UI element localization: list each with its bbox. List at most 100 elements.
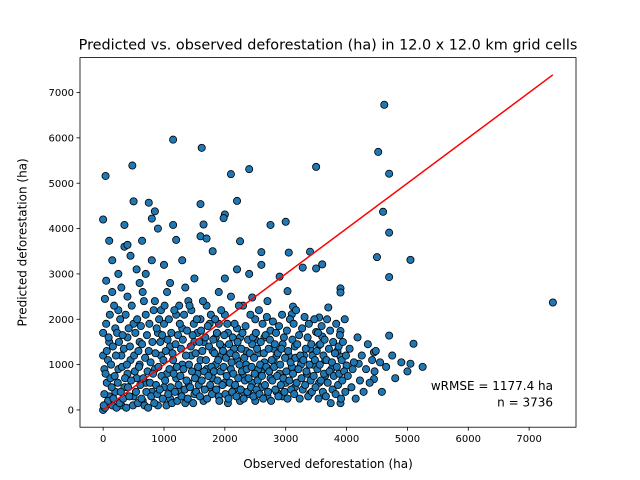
scatter-point — [124, 324, 133, 333]
y-axis-label: Predicted deforestation (ha) — [16, 158, 30, 326]
x-tick-label: 7000 — [516, 434, 541, 445]
scatter-point — [138, 236, 147, 245]
scatter-point — [353, 333, 362, 342]
scatter-point — [181, 351, 190, 360]
scatter-point — [215, 340, 224, 349]
scatter-point — [236, 237, 245, 246]
scatter-point — [370, 367, 379, 376]
scatter-point — [320, 335, 329, 344]
scatter-point — [294, 365, 303, 374]
scatter-point — [264, 344, 273, 353]
scatter-point — [289, 319, 298, 328]
scatter-point — [379, 207, 388, 216]
scatter-point — [310, 315, 319, 324]
scatter-point — [113, 378, 122, 387]
scatter-point — [289, 369, 298, 378]
scatter-point — [141, 353, 150, 362]
scatter-point — [197, 326, 206, 335]
scatter-point — [326, 326, 335, 335]
scatter-point — [175, 301, 184, 310]
scatter-point — [246, 310, 255, 319]
scatter-point — [168, 349, 177, 358]
scatter-point — [218, 381, 227, 390]
scatter-point — [153, 224, 162, 233]
scatter-point — [548, 298, 557, 307]
scatter-point — [179, 365, 188, 374]
scatter-point — [365, 378, 374, 387]
scatter-point — [99, 215, 108, 224]
scatter-point — [131, 387, 140, 396]
scatter-point — [135, 362, 144, 371]
scatter-point — [382, 362, 391, 371]
scatter-point — [219, 214, 228, 223]
scatter-point — [116, 387, 125, 396]
scatter-point — [99, 328, 108, 337]
scatter-point — [418, 362, 427, 371]
scatter-point — [220, 331, 229, 340]
y-tick-label: 5000 — [49, 179, 74, 190]
scatter-point — [230, 319, 239, 328]
scatter-point — [205, 342, 214, 351]
scatter-point — [234, 374, 243, 383]
scatter-point — [222, 371, 231, 380]
scatter-point — [108, 288, 117, 297]
scatter-point — [149, 306, 158, 315]
scatter-point — [263, 297, 272, 306]
scatter-point — [125, 342, 134, 351]
scatter-point — [292, 306, 301, 315]
scatter-point — [307, 340, 316, 349]
scatter-point — [202, 234, 211, 243]
scatter-point — [238, 328, 247, 337]
scatter-point — [332, 362, 341, 371]
scatter-point — [110, 371, 119, 380]
scatter-point — [318, 260, 327, 269]
scatter-point — [150, 399, 159, 408]
scatter-point — [107, 383, 116, 392]
scatter-point — [176, 371, 185, 380]
scatter-point — [315, 360, 324, 369]
scatter-point — [190, 274, 199, 283]
scatter-point — [107, 360, 116, 369]
scatter-point — [144, 347, 153, 356]
scatter-point — [197, 143, 206, 152]
scatter-point — [102, 276, 111, 285]
scatter-point — [403, 367, 412, 376]
scatter-point — [118, 331, 127, 340]
scatter-point — [239, 394, 248, 403]
scatter-point — [300, 312, 309, 321]
scatter-point — [120, 220, 129, 229]
scatter-point — [220, 274, 229, 283]
scatter-point — [281, 217, 290, 226]
scatter-point — [270, 340, 279, 349]
scatter-point — [182, 376, 191, 385]
scatter-point — [198, 297, 207, 306]
scatter-point — [336, 288, 345, 297]
scatter-point — [245, 165, 254, 174]
scatter-point — [160, 301, 169, 310]
scatter-point — [167, 328, 176, 337]
scatter-point — [385, 169, 394, 178]
scatter-point — [132, 265, 141, 274]
scatter-point — [121, 310, 130, 319]
scatter-point — [262, 312, 271, 321]
scatter-point — [214, 356, 223, 365]
scatter-point — [232, 392, 241, 401]
scatter-point — [265, 367, 274, 376]
scatter-point — [219, 362, 228, 371]
scatter-point — [286, 358, 295, 367]
x-tick-label: 2000 — [212, 434, 237, 445]
scatter-point — [397, 358, 406, 367]
scatter-point — [233, 265, 242, 274]
scatter-point — [195, 392, 204, 401]
scatter-point — [191, 349, 200, 358]
scatter-point — [212, 385, 221, 394]
scatter-point — [199, 220, 208, 229]
scatter-point — [139, 297, 148, 306]
scatter-point — [283, 394, 292, 403]
scatter-point — [164, 315, 173, 324]
scatter-point — [204, 371, 213, 380]
scatter-point — [362, 365, 371, 374]
scatter-point — [181, 283, 190, 292]
scatter-point — [251, 328, 260, 337]
scatter-point — [142, 331, 151, 340]
